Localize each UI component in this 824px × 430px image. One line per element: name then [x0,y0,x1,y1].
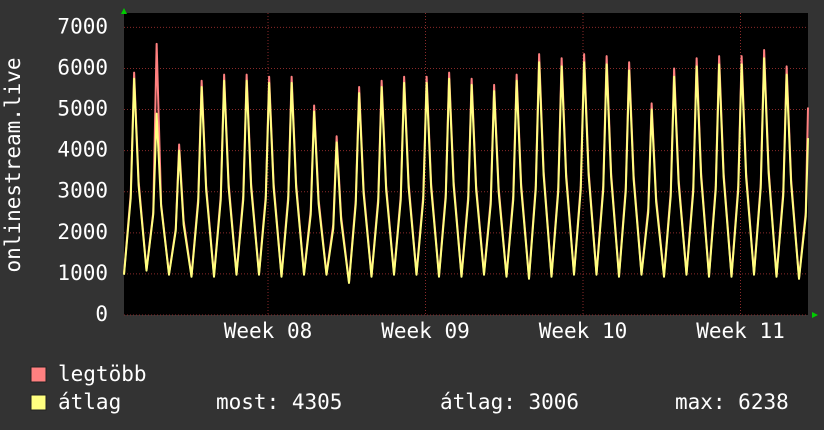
legend-label: átlag [58,390,121,414]
stat-label: max: [675,390,726,414]
legend-label: legtöbb [58,362,147,386]
series-line [123,57,809,284]
legend: legtöbb átlag most: 4305 átlag: 3006 max: 6238 [30,362,789,414]
y-tick-label: 7000 [57,14,108,38]
y-tick-label: 0 [95,302,108,326]
stat-label: most: [216,390,279,414]
x-tick-label: Week 11 [696,319,785,343]
x-axis-arrow [812,312,818,318]
y-axis-label: onlinestream.live [1,58,25,273]
stat-value: 4305 [292,390,343,414]
plot: 0 1000 2000 3000 4000 5000 6000 7000 Week 08 Week… [57,13,809,343]
y-tick-label: 6000 [57,55,108,79]
stat-value: 3006 [528,390,579,414]
legend-swatch [30,394,47,411]
stat-value: 6238 [738,390,789,414]
legend-swatch [30,366,47,383]
y-tick-label: 4000 [57,138,108,162]
plot-area [124,13,808,315]
y-tick-label: 2000 [57,220,108,244]
stat-label: átlag: [440,390,516,414]
y-tick-label: 3000 [57,179,108,203]
x-tick-label: Week 08 [224,319,313,343]
x-tick-label: Week 10 [539,319,628,343]
y-axis-arrow [121,8,127,14]
x-tick-label: Week 09 [381,319,470,343]
y-tick-label: 5000 [57,97,108,121]
y-tick-label: 1000 [57,261,108,285]
